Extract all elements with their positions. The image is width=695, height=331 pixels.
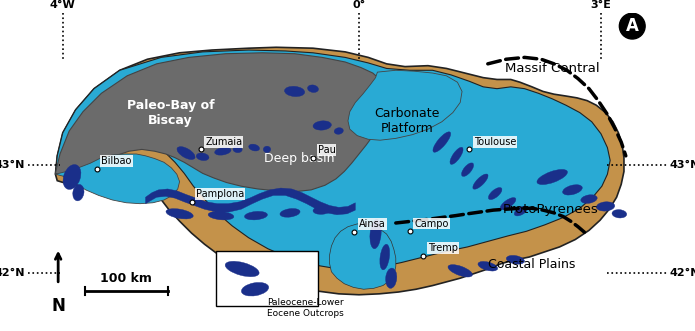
Ellipse shape xyxy=(233,146,242,153)
Text: 43°N: 43°N xyxy=(670,160,695,170)
Ellipse shape xyxy=(73,184,84,201)
Text: 4°W: 4°W xyxy=(50,0,76,10)
Ellipse shape xyxy=(313,206,332,214)
Ellipse shape xyxy=(448,265,473,277)
Ellipse shape xyxy=(612,210,627,218)
Ellipse shape xyxy=(166,209,193,219)
Text: Massif Central: Massif Central xyxy=(505,62,600,75)
Text: 3°E: 3°E xyxy=(591,0,612,10)
Ellipse shape xyxy=(215,147,231,155)
Text: Pau: Pau xyxy=(318,145,336,155)
Text: A: A xyxy=(626,17,639,35)
Ellipse shape xyxy=(177,147,195,160)
Text: Bilbao: Bilbao xyxy=(101,156,132,166)
Ellipse shape xyxy=(514,206,528,216)
Circle shape xyxy=(619,13,645,39)
Text: 0°: 0° xyxy=(352,0,366,10)
Text: 42°N: 42°N xyxy=(670,268,695,278)
Text: Deep basin: Deep basin xyxy=(264,152,334,165)
Ellipse shape xyxy=(249,144,259,151)
Ellipse shape xyxy=(461,163,473,176)
Ellipse shape xyxy=(263,146,270,153)
Text: Paleocene-Lower
Eocene Outcrops: Paleocene-Lower Eocene Outcrops xyxy=(267,299,344,318)
Text: Pamplona: Pamplona xyxy=(196,189,245,199)
Polygon shape xyxy=(329,224,395,289)
Ellipse shape xyxy=(489,188,502,200)
Ellipse shape xyxy=(245,212,268,220)
Ellipse shape xyxy=(433,132,450,152)
Polygon shape xyxy=(56,47,624,295)
Ellipse shape xyxy=(500,198,516,210)
Text: ProtoPyrenees: ProtoPyrenees xyxy=(502,203,598,216)
Ellipse shape xyxy=(370,219,381,249)
Ellipse shape xyxy=(280,209,300,217)
Ellipse shape xyxy=(537,169,567,185)
Text: Carbonate
Platform: Carbonate Platform xyxy=(374,107,439,135)
Text: Toulouse: Toulouse xyxy=(474,137,516,147)
Text: Coastal Plains: Coastal Plains xyxy=(489,258,575,271)
Text: Campo: Campo xyxy=(414,218,448,228)
Ellipse shape xyxy=(562,185,582,195)
Ellipse shape xyxy=(507,256,525,264)
Ellipse shape xyxy=(334,128,343,134)
Ellipse shape xyxy=(241,282,269,296)
Ellipse shape xyxy=(307,85,318,92)
FancyBboxPatch shape xyxy=(216,251,318,306)
Ellipse shape xyxy=(63,165,81,189)
Polygon shape xyxy=(56,50,610,269)
Ellipse shape xyxy=(225,261,259,277)
Ellipse shape xyxy=(581,195,597,204)
Text: 42°N: 42°N xyxy=(0,268,25,278)
Text: Zumaia: Zumaia xyxy=(205,137,243,147)
Ellipse shape xyxy=(473,174,488,189)
Ellipse shape xyxy=(478,261,498,271)
Ellipse shape xyxy=(386,268,397,288)
Text: Paleo-Bay of
Biscay: Paleo-Bay of Biscay xyxy=(126,99,214,126)
Ellipse shape xyxy=(284,86,304,97)
Text: N: N xyxy=(51,297,65,314)
Polygon shape xyxy=(348,70,462,140)
Polygon shape xyxy=(56,154,179,204)
Polygon shape xyxy=(56,53,389,192)
Polygon shape xyxy=(145,188,355,215)
Ellipse shape xyxy=(313,121,332,130)
Ellipse shape xyxy=(196,153,209,161)
Ellipse shape xyxy=(380,244,390,270)
Ellipse shape xyxy=(208,212,234,220)
Ellipse shape xyxy=(450,147,463,165)
Text: 100 km: 100 km xyxy=(100,272,152,285)
Text: Ainsa: Ainsa xyxy=(359,219,386,229)
Text: 43°N: 43°N xyxy=(0,160,25,170)
Ellipse shape xyxy=(596,202,615,211)
Text: Tremp: Tremp xyxy=(428,243,458,253)
